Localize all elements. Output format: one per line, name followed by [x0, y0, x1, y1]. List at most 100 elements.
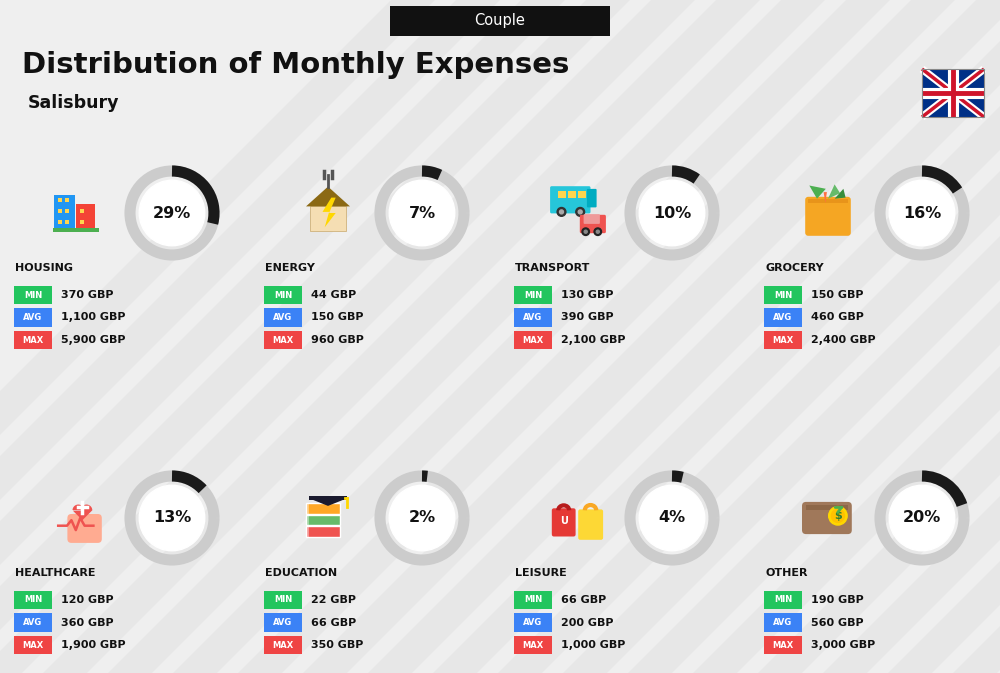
- Text: 4%: 4%: [658, 511, 686, 526]
- FancyBboxPatch shape: [587, 189, 597, 207]
- Text: MAX: MAX: [272, 336, 294, 345]
- Text: 2,400 GBP: 2,400 GBP: [811, 335, 876, 345]
- Polygon shape: [0, 0, 695, 673]
- FancyBboxPatch shape: [65, 198, 69, 202]
- Polygon shape: [835, 189, 846, 199]
- Polygon shape: [0, 0, 500, 673]
- FancyBboxPatch shape: [80, 209, 84, 213]
- Text: $: $: [834, 511, 842, 521]
- Circle shape: [639, 180, 705, 246]
- Text: Distribution of Monthly Expenses: Distribution of Monthly Expenses: [22, 51, 569, 79]
- Polygon shape: [758, 0, 1000, 673]
- FancyBboxPatch shape: [552, 508, 576, 536]
- Text: HEALTHCARE: HEALTHCARE: [15, 568, 95, 578]
- Circle shape: [889, 485, 955, 551]
- Polygon shape: [312, 499, 344, 506]
- Text: 1,000 GBP: 1,000 GBP: [561, 640, 625, 650]
- FancyBboxPatch shape: [764, 308, 802, 327]
- FancyBboxPatch shape: [550, 186, 590, 213]
- FancyBboxPatch shape: [514, 308, 552, 327]
- Circle shape: [389, 180, 455, 246]
- FancyBboxPatch shape: [54, 195, 75, 231]
- Text: 960 GBP: 960 GBP: [311, 335, 364, 345]
- FancyBboxPatch shape: [309, 495, 347, 501]
- FancyBboxPatch shape: [390, 6, 610, 36]
- Text: AVG: AVG: [273, 313, 293, 322]
- Circle shape: [596, 230, 599, 234]
- FancyBboxPatch shape: [65, 219, 69, 224]
- Text: MAX: MAX: [22, 641, 44, 649]
- FancyBboxPatch shape: [764, 613, 802, 632]
- Text: HOUSING: HOUSING: [15, 263, 73, 273]
- FancyBboxPatch shape: [514, 636, 552, 654]
- Text: AVG: AVG: [23, 618, 43, 627]
- FancyBboxPatch shape: [514, 613, 552, 632]
- FancyBboxPatch shape: [14, 330, 52, 349]
- Polygon shape: [73, 505, 92, 520]
- FancyBboxPatch shape: [80, 219, 84, 224]
- FancyBboxPatch shape: [14, 308, 52, 327]
- Polygon shape: [498, 0, 1000, 673]
- Polygon shape: [628, 0, 1000, 673]
- Polygon shape: [303, 0, 1000, 673]
- Text: TRANSPORT: TRANSPORT: [515, 263, 590, 273]
- FancyBboxPatch shape: [306, 526, 340, 536]
- Polygon shape: [306, 186, 350, 207]
- FancyBboxPatch shape: [53, 228, 99, 232]
- Text: MIN: MIN: [774, 291, 792, 299]
- Circle shape: [576, 207, 585, 216]
- Polygon shape: [0, 0, 630, 673]
- FancyBboxPatch shape: [264, 330, 302, 349]
- Text: ENERGY: ENERGY: [265, 263, 315, 273]
- FancyBboxPatch shape: [514, 286, 552, 304]
- FancyBboxPatch shape: [76, 204, 94, 231]
- Text: MAX: MAX: [772, 641, 794, 649]
- Polygon shape: [888, 0, 1000, 673]
- FancyBboxPatch shape: [58, 198, 62, 202]
- FancyBboxPatch shape: [306, 515, 340, 525]
- Polygon shape: [238, 0, 955, 673]
- FancyBboxPatch shape: [264, 613, 302, 632]
- Text: MIN: MIN: [274, 596, 292, 604]
- Text: MAX: MAX: [522, 641, 544, 649]
- Text: MIN: MIN: [24, 596, 42, 604]
- Circle shape: [582, 228, 589, 236]
- FancyBboxPatch shape: [264, 591, 302, 609]
- FancyBboxPatch shape: [14, 613, 52, 632]
- Text: U: U: [560, 516, 568, 526]
- Text: 2,100 GBP: 2,100 GBP: [561, 335, 626, 345]
- Text: AVG: AVG: [773, 618, 793, 627]
- Text: MIN: MIN: [774, 596, 792, 604]
- Text: 150 GBP: 150 GBP: [811, 290, 864, 300]
- Text: 66 GBP: 66 GBP: [561, 595, 606, 605]
- Text: 560 GBP: 560 GBP: [811, 618, 864, 627]
- FancyBboxPatch shape: [808, 199, 848, 203]
- Text: 44 GBP: 44 GBP: [311, 290, 356, 300]
- Text: OTHER: OTHER: [765, 568, 808, 578]
- Text: AVG: AVG: [773, 313, 793, 322]
- Text: MIN: MIN: [274, 291, 292, 299]
- Text: 370 GBP: 370 GBP: [61, 290, 113, 300]
- Text: MAX: MAX: [22, 336, 44, 345]
- FancyBboxPatch shape: [764, 636, 802, 654]
- FancyBboxPatch shape: [306, 503, 340, 513]
- FancyBboxPatch shape: [306, 515, 309, 525]
- Polygon shape: [0, 0, 565, 673]
- Circle shape: [139, 485, 205, 551]
- Text: 29%: 29%: [153, 205, 191, 221]
- Text: 13%: 13%: [153, 511, 191, 526]
- Polygon shape: [433, 0, 1000, 673]
- Text: 20%: 20%: [903, 511, 941, 526]
- FancyBboxPatch shape: [568, 191, 576, 198]
- Text: 22 GBP: 22 GBP: [311, 595, 356, 605]
- FancyBboxPatch shape: [310, 207, 346, 231]
- Text: MIN: MIN: [24, 291, 42, 299]
- Text: 3,000 GBP: 3,000 GBP: [811, 640, 875, 650]
- Circle shape: [639, 485, 705, 551]
- FancyBboxPatch shape: [514, 330, 552, 349]
- Polygon shape: [809, 186, 826, 199]
- FancyBboxPatch shape: [802, 502, 852, 534]
- FancyBboxPatch shape: [264, 636, 302, 654]
- Text: 66 GBP: 66 GBP: [311, 618, 356, 627]
- Circle shape: [831, 509, 844, 522]
